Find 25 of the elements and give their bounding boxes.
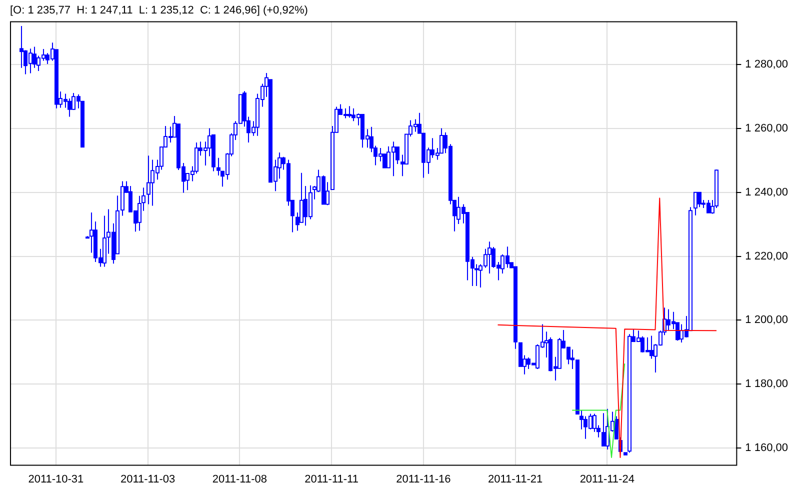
candlestick <box>216 157 220 176</box>
x-tick-label: 2011-11-03 <box>120 473 176 486</box>
y-tick-label: 1 200,00 <box>745 314 788 326</box>
candlestick <box>68 98 72 118</box>
candlestick <box>602 412 606 446</box>
y-tick-label: 1 240,00 <box>745 186 788 198</box>
candlestick <box>650 335 654 360</box>
candlestick <box>146 155 150 205</box>
candlestick <box>488 241 492 274</box>
x-tick-label: 2011-11-16 <box>396 473 451 486</box>
candlestick <box>694 192 698 216</box>
candlestick <box>514 266 518 350</box>
x-tick-label: 2011-11-11 <box>304 473 358 486</box>
chart-title: [O: 1 235,77 H: 1 247,11 L: 1 235,12 C: 1 246,96] (+0,92%) <box>10 4 308 17</box>
candlestick <box>20 25 24 68</box>
y-tick-label: 1 180,00 <box>745 378 788 390</box>
x-tick-label: 2011-11-08 <box>212 473 267 486</box>
x-tick-label: 2011-10-31 <box>28 473 84 486</box>
y-tick-label: 1 160,00 <box>745 442 788 454</box>
x-tick-label: 2011-11-24 <box>580 473 634 486</box>
x-tick-label: 2011-11-21 <box>488 473 543 486</box>
y-tick-label: 1 220,00 <box>745 250 788 262</box>
y-tick-label: 1 280,00 <box>745 58 788 71</box>
y-tick-label: 1 260,00 <box>745 122 788 135</box>
candlestick <box>120 180 124 216</box>
